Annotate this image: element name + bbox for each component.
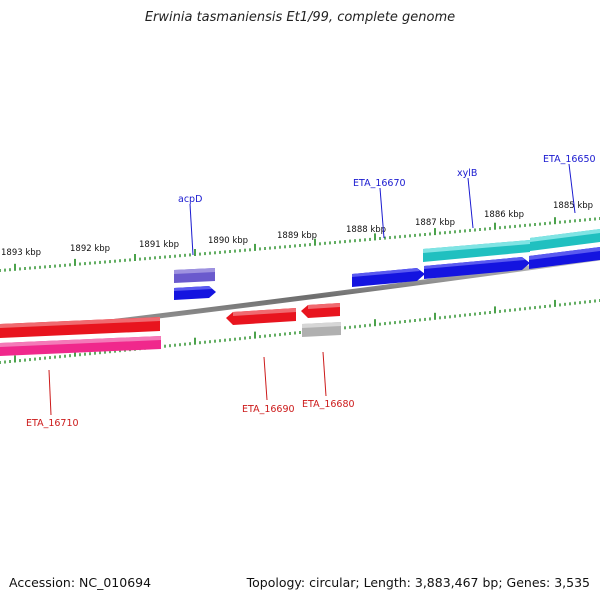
upper-scale-ruler (0, 217, 600, 272)
accession-text: Accession: NC_010694 (9, 575, 152, 590)
scale-label: 1892 kbp (70, 244, 110, 254)
gene-ETA_16670[interactable] (352, 268, 425, 287)
gene-label-acpD[interactable]: acpD (178, 194, 202, 205)
leader-line (189, 203, 194, 256)
gene-ETA_16710-shadow[interactable] (0, 317, 160, 338)
gene-ETA_16650[interactable] (529, 247, 600, 269)
scale-label: 1891 kbp (139, 240, 179, 250)
gene-ETA_16650-shadow[interactable] (530, 229, 600, 251)
scale-label: 1889 kbp (277, 231, 317, 241)
scale-label: 1886 kbp (484, 210, 524, 220)
leader-line (379, 187, 385, 239)
map-title: Erwinia tasmaniensis Et1/99, complete ge… (144, 10, 456, 25)
topology-text: Topology: circular; Length: 3,883,467 bp… (246, 575, 590, 590)
gene-ETA_16690[interactable] (226, 308, 296, 325)
leader-line (467, 177, 474, 229)
gene-ETA_16680[interactable] (301, 303, 340, 318)
gene-label-ETA_16650[interactable]: ETA_16650 (543, 154, 596, 165)
leader-line (568, 163, 576, 214)
gene-label-xylB[interactable]: xylB (457, 168, 477, 179)
scale-label: 1885 kbp (553, 201, 593, 211)
scale-label: 1887 kbp (415, 218, 455, 228)
scale-label: 1893 kbp (1, 248, 41, 258)
gene-label-ETA_16680[interactable]: ETA_16680 (302, 399, 355, 410)
gene-acpD[interactable] (174, 286, 216, 300)
scale-label: 1890 kbp (208, 236, 248, 246)
leader-line (263, 356, 268, 401)
gene-xylB[interactable] (424, 257, 530, 279)
scale-label: 1888 kbp (346, 225, 386, 235)
leader-line (322, 351, 327, 397)
gene-acpD-shadow[interactable] (174, 268, 215, 283)
leader-line (48, 369, 52, 416)
gene-label-ETA_16670[interactable]: ETA_16670 (353, 178, 406, 189)
gene-label-ETA_16710[interactable]: ETA_16710 (26, 418, 79, 429)
gene-label-ETA_16690[interactable]: ETA_16690 (242, 404, 295, 415)
gene-ETA_16710[interactable] (0, 336, 161, 356)
gene-xylB-shadow[interactable] (423, 240, 530, 262)
gene-ETA_16680-shadow[interactable] (302, 322, 341, 337)
